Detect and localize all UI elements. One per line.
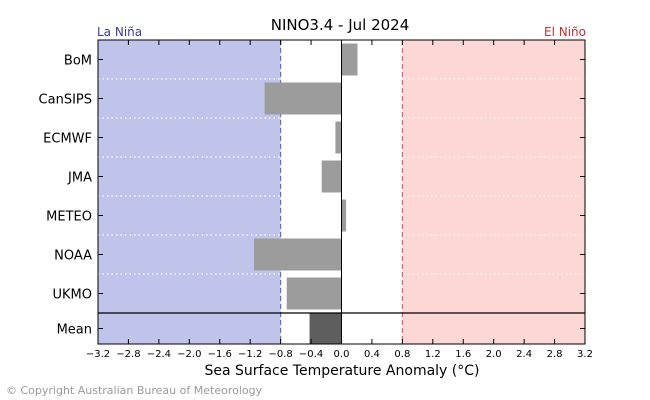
bar-cansips (264, 82, 342, 115)
y-category-label: CanSIPS (39, 93, 92, 108)
x-tick-label: −1.6 (208, 349, 232, 360)
y-category-label: UKMO (53, 288, 93, 303)
x-tick-label: 2.0 (486, 349, 502, 360)
y-category-label: BoM (64, 54, 92, 69)
y-category-label: METEO (46, 210, 92, 225)
x-tick-label: −0.8 (268, 349, 292, 360)
x-tick-label: −3.2 (86, 349, 110, 360)
la-nina-label: La Niña (97, 25, 142, 39)
la-nina-region (98, 40, 281, 344)
el-nino-region (402, 40, 585, 344)
x-axis-label: Sea Surface Temperature Anomaly (°C) (204, 363, 479, 379)
bar-mean (309, 312, 342, 345)
model-bars (253, 43, 358, 345)
x-tick-label: 1.6 (455, 349, 471, 360)
x-tick-label: −2.8 (116, 349, 140, 360)
x-tick-label: 0.0 (334, 349, 350, 360)
x-tick-label: 2.8 (547, 349, 563, 360)
copyright-notice: © Copyright Australian Bureau of Meteoro… (6, 384, 263, 397)
bar-meteo (341, 199, 347, 232)
bar-ecmwf (335, 121, 342, 154)
x-tick-label: 3.2 (577, 349, 593, 360)
x-tick-label: 2.4 (516, 349, 532, 360)
x-tick-label: −2.0 (177, 349, 201, 360)
bar-ukmo (286, 277, 342, 310)
x-tick-label: 1.2 (425, 349, 441, 360)
x-axis-ticks: −3.2 −2.8 −2.4 −2.0 −1.6 −1.2 −0.8 −0.4 0.0 0.4 0.… (86, 40, 593, 360)
y-category-label: Mean (57, 323, 92, 338)
y-category-label: JMA (67, 171, 92, 186)
y-category-label: ECMWF (43, 132, 92, 147)
x-tick-label: 0.4 (364, 349, 380, 360)
chart-title: NINO3.4 - Jul 2024 (271, 16, 410, 34)
bar-bom (341, 43, 358, 76)
y-axis-ticks: BoM CanSIPS ECMWF JMA METEO NOAA UKMO Mean (39, 54, 585, 338)
y-category-label: NOAA (54, 249, 92, 264)
x-tick-label: −0.4 (299, 349, 323, 360)
el-nino-label: El Niño (544, 25, 586, 39)
bar-noaa (253, 238, 342, 271)
x-tick-label: −2.4 (147, 349, 171, 360)
x-tick-label: 0.8 (394, 349, 410, 360)
x-tick-label: −1.2 (238, 349, 262, 360)
bar-jma (321, 160, 342, 193)
